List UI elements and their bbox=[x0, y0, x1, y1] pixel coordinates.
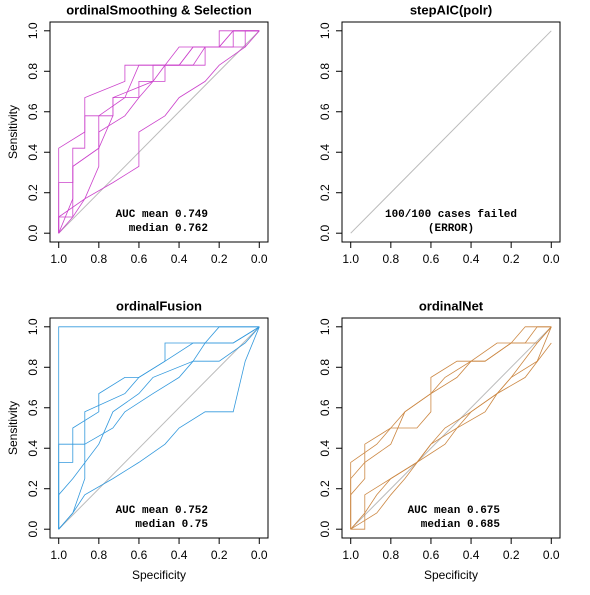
x-tick-label: 0.6 bbox=[131, 252, 148, 266]
y-tick-label: 0.4 bbox=[26, 440, 40, 457]
roc-curve bbox=[58, 326, 260, 530]
x-tick-label: 0.8 bbox=[382, 548, 399, 562]
y-tick-label: 0.6 bbox=[26, 399, 40, 416]
reference-diagonal bbox=[58, 30, 260, 234]
x-tick-label: 1.0 bbox=[50, 252, 67, 266]
annotation: 100/100 cases failed bbox=[385, 209, 517, 221]
x-tick-label: 0.8 bbox=[90, 548, 107, 562]
roc-curve bbox=[58, 326, 260, 530]
annotation: median 0.762 bbox=[129, 223, 208, 235]
y-tick-label: 0.2 bbox=[318, 184, 332, 201]
y-tick-label: 0.6 bbox=[318, 399, 332, 416]
x-tick-label: 0.0 bbox=[251, 252, 268, 266]
x-tick-label: 0.8 bbox=[90, 252, 107, 266]
panel: ordinalNet 1.0 0.8 0.6 0.4 0.2 0.0 0.0 0.2 0.4 0.6… bbox=[318, 298, 561, 582]
plot-box bbox=[341, 317, 561, 539]
x-tick-label: 1.0 bbox=[342, 548, 359, 562]
y-tick-label: 0.0 bbox=[26, 521, 40, 538]
y-tick-label: 0.8 bbox=[318, 359, 332, 376]
roc-curve bbox=[350, 326, 552, 530]
annotation: (ERROR) bbox=[428, 223, 474, 235]
x-axis-label: Specificity bbox=[424, 568, 478, 582]
plot-box bbox=[49, 317, 269, 539]
x-tick-label: 0.2 bbox=[503, 548, 520, 562]
x-tick-label: 1.0 bbox=[50, 548, 67, 562]
x-tick-label: 0.0 bbox=[543, 252, 560, 266]
x-tick-label: 0.8 bbox=[382, 252, 399, 266]
roc-curve bbox=[58, 326, 260, 530]
x-tick-label: 0.0 bbox=[251, 548, 268, 562]
y-axis-label: Sensitivity bbox=[6, 401, 20, 455]
annotation: median 0.75 bbox=[135, 519, 208, 531]
y-tick-label: 0.8 bbox=[26, 63, 40, 80]
roc-curve bbox=[350, 342, 552, 530]
x-axis-label: Specificity bbox=[132, 568, 186, 582]
x-tick-label: 0.4 bbox=[171, 252, 188, 266]
x-tick-label: 0.2 bbox=[211, 252, 228, 266]
roc-curve bbox=[58, 326, 260, 530]
x-tick-label: 0.4 bbox=[463, 252, 480, 266]
roc-curve bbox=[350, 326, 552, 530]
y-tick-label: 0.2 bbox=[318, 480, 332, 497]
y-tick-label: 0.6 bbox=[318, 103, 332, 120]
annotation: AUC mean 0.675 bbox=[408, 505, 501, 517]
y-tick-label: 1.0 bbox=[318, 318, 332, 335]
y-tick-label: 1.0 bbox=[26, 318, 40, 335]
roc-curve bbox=[58, 30, 260, 234]
y-tick-label: 0.0 bbox=[26, 225, 40, 242]
reference-diagonal bbox=[58, 326, 260, 530]
plot-box bbox=[49, 21, 269, 243]
x-tick-label: 0.4 bbox=[171, 548, 188, 562]
y-tick-label: 1.0 bbox=[26, 22, 40, 39]
x-tick-label: 0.2 bbox=[503, 252, 520, 266]
x-tick-label: 0.6 bbox=[131, 548, 148, 562]
y-tick-label: 0.0 bbox=[318, 521, 332, 538]
annotation: AUC mean 0.752 bbox=[116, 505, 208, 517]
panel: ordinalSmoothing & Selection 1.0 0.8 0.6 0.4… bbox=[6, 2, 269, 266]
panel-title: ordinalFusion bbox=[116, 298, 202, 313]
annotation: AUC mean 0.749 bbox=[116, 209, 208, 221]
y-tick-label: 1.0 bbox=[318, 22, 332, 39]
y-tick-label: 0.0 bbox=[318, 225, 332, 242]
y-tick-label: 0.2 bbox=[26, 480, 40, 497]
panel-title: ordinalSmoothing & Selection bbox=[66, 2, 252, 17]
reference-diagonal bbox=[350, 30, 552, 234]
x-tick-label: 1.0 bbox=[342, 252, 359, 266]
panel: stepAIC(polr) 1.0 0.8 0.6 0.4 0.2 0.0 0.0 0.2 0.4… bbox=[318, 2, 561, 266]
y-tick-label: 0.4 bbox=[318, 144, 332, 161]
x-tick-label: 0.6 bbox=[423, 252, 440, 266]
panel-title: stepAIC(polr) bbox=[410, 2, 492, 17]
x-tick-label: 0.6 bbox=[423, 548, 440, 562]
y-tick-label: 0.4 bbox=[318, 440, 332, 457]
panel: ordinalFusion 1.0 0.8 0.6 0.4 0.2 0.0 0.0 0.2 0.4… bbox=[6, 298, 269, 582]
roc-curve bbox=[350, 326, 552, 530]
x-tick-label: 0.2 bbox=[211, 548, 228, 562]
y-axis-label: Sensitivity bbox=[6, 105, 20, 159]
y-tick-label: 0.8 bbox=[318, 63, 332, 80]
roc-curve bbox=[58, 326, 260, 530]
y-tick-label: 0.4 bbox=[26, 144, 40, 161]
y-tick-label: 0.2 bbox=[26, 184, 40, 201]
reference-diagonal bbox=[350, 326, 552, 530]
y-tick-label: 0.8 bbox=[26, 359, 40, 376]
x-tick-label: 0.0 bbox=[543, 548, 560, 562]
annotation: median 0.685 bbox=[421, 519, 501, 531]
plot-box bbox=[341, 21, 561, 243]
x-tick-label: 0.4 bbox=[463, 548, 480, 562]
panel-title: ordinalNet bbox=[419, 298, 484, 313]
y-tick-label: 0.6 bbox=[26, 103, 40, 120]
